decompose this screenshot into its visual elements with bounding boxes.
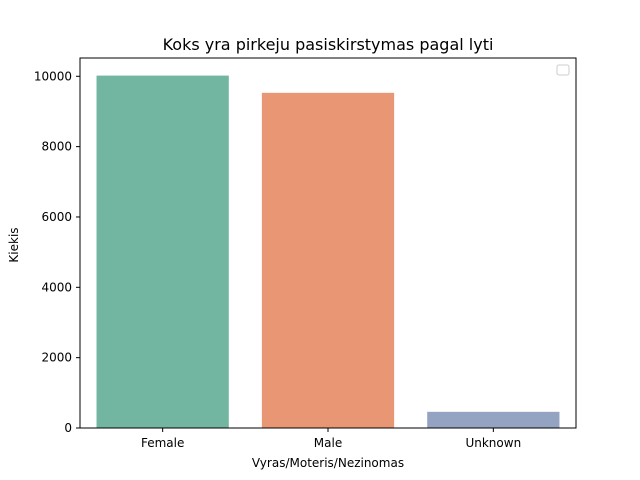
y-axis-label: Kiekis bbox=[7, 227, 21, 262]
y-tick-label: 6000 bbox=[41, 210, 72, 224]
bars-group bbox=[96, 75, 560, 429]
bar-female bbox=[96, 75, 229, 429]
y-tick-label: 4000 bbox=[41, 280, 72, 294]
x-tick-label: Unknown bbox=[465, 436, 521, 450]
x-axis: Female Male Unknown bbox=[141, 428, 521, 450]
y-tick-label: 10000 bbox=[34, 69, 72, 83]
bar-unknown bbox=[427, 411, 560, 428]
bar-male bbox=[261, 92, 395, 428]
y-tick-label: 0 bbox=[64, 421, 72, 435]
chart-title: Koks yra pirkeju pasiskirstymas pagal ly… bbox=[163, 35, 494, 54]
y-tick-label: 8000 bbox=[41, 140, 72, 154]
legend-box bbox=[556, 64, 570, 76]
y-axis: 0 2000 4000 6000 8000 10000 bbox=[34, 69, 80, 435]
x-tick-label: Female bbox=[141, 436, 184, 450]
y-tick-label: 2000 bbox=[41, 351, 72, 365]
x-tick-label: Male bbox=[314, 436, 342, 450]
x-axis-label: Vyras/Moteris/Nezinomas bbox=[252, 456, 404, 470]
